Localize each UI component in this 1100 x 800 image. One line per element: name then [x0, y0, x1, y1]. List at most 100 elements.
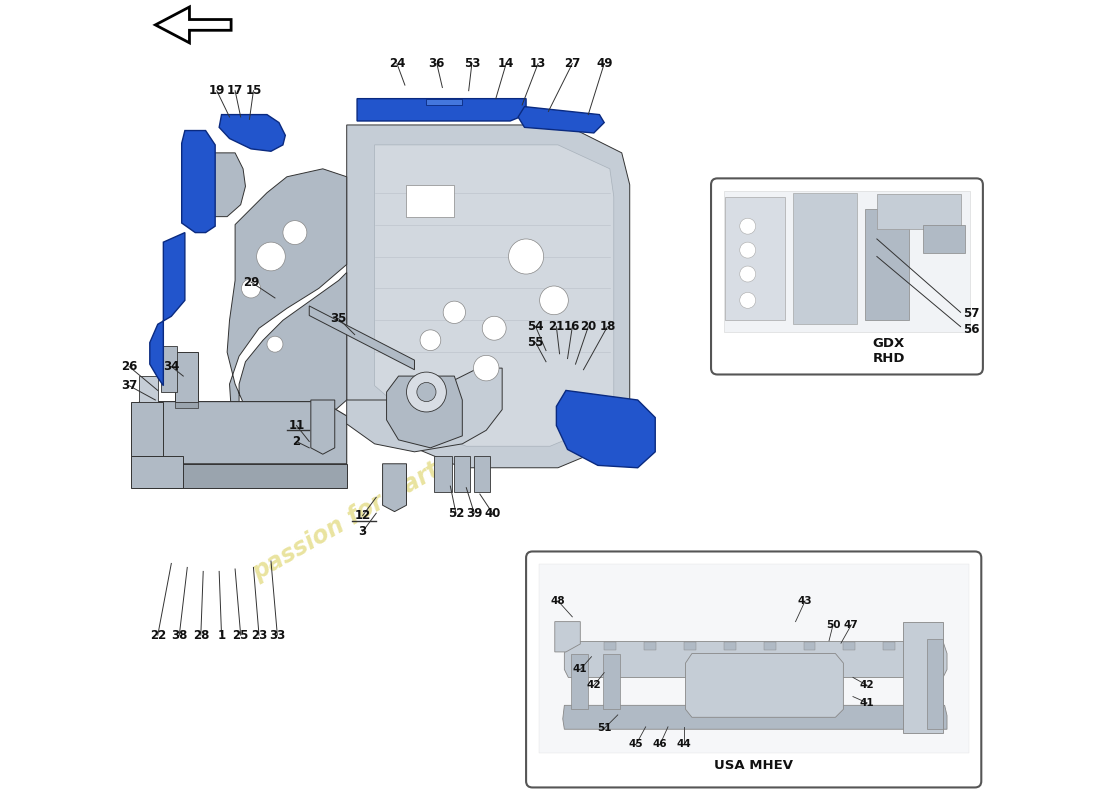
- Polygon shape: [150, 233, 185, 386]
- Text: 39: 39: [466, 506, 483, 520]
- Polygon shape: [383, 464, 407, 512]
- Text: 41: 41: [573, 665, 587, 674]
- Text: 14: 14: [498, 57, 515, 70]
- Polygon shape: [346, 125, 629, 468]
- Polygon shape: [724, 642, 736, 650]
- Text: 44: 44: [676, 739, 691, 750]
- Polygon shape: [474, 456, 491, 492]
- Circle shape: [443, 301, 465, 323]
- Polygon shape: [923, 225, 965, 253]
- Circle shape: [739, 242, 756, 258]
- Polygon shape: [724, 191, 970, 332]
- Polygon shape: [927, 639, 943, 730]
- Circle shape: [267, 336, 283, 352]
- Polygon shape: [175, 402, 198, 408]
- Polygon shape: [803, 642, 815, 650]
- Polygon shape: [865, 209, 909, 320]
- Text: 27: 27: [564, 57, 581, 70]
- Text: 18: 18: [600, 320, 616, 333]
- Polygon shape: [346, 368, 503, 452]
- Polygon shape: [375, 145, 614, 446]
- Polygon shape: [554, 622, 581, 652]
- Polygon shape: [140, 464, 346, 488]
- Polygon shape: [386, 376, 462, 448]
- Polygon shape: [311, 400, 334, 454]
- Polygon shape: [763, 642, 776, 650]
- Text: 26: 26: [121, 360, 138, 373]
- Circle shape: [739, 218, 756, 234]
- Text: 1: 1: [218, 629, 226, 642]
- Text: GDX
RHD: GDX RHD: [872, 337, 905, 365]
- Polygon shape: [132, 456, 184, 488]
- Circle shape: [482, 316, 506, 340]
- Circle shape: [407, 372, 447, 412]
- Text: 38: 38: [172, 629, 187, 642]
- Polygon shape: [877, 194, 960, 229]
- Text: 16: 16: [564, 320, 581, 333]
- Text: 13: 13: [530, 57, 547, 70]
- Polygon shape: [198, 153, 245, 217]
- Text: 48: 48: [551, 596, 565, 606]
- Circle shape: [508, 239, 543, 274]
- Text: 33: 33: [270, 629, 286, 642]
- Text: 56: 56: [962, 323, 979, 336]
- Polygon shape: [358, 98, 526, 121]
- Text: 23: 23: [251, 629, 267, 642]
- Circle shape: [256, 242, 285, 271]
- Polygon shape: [793, 193, 857, 324]
- Polygon shape: [140, 402, 346, 464]
- Polygon shape: [563, 706, 947, 730]
- Text: 28: 28: [192, 629, 209, 642]
- Polygon shape: [518, 106, 604, 133]
- Circle shape: [242, 279, 261, 298]
- Polygon shape: [725, 197, 785, 320]
- Text: 49: 49: [596, 57, 613, 70]
- Text: 47: 47: [844, 620, 859, 630]
- Polygon shape: [155, 7, 231, 43]
- Polygon shape: [161, 346, 177, 392]
- Polygon shape: [844, 642, 856, 650]
- Text: 17: 17: [227, 84, 243, 97]
- Circle shape: [417, 382, 436, 402]
- Polygon shape: [539, 564, 968, 753]
- Polygon shape: [434, 456, 452, 492]
- Polygon shape: [604, 642, 616, 650]
- FancyBboxPatch shape: [526, 551, 981, 787]
- Polygon shape: [564, 642, 947, 678]
- Text: 36: 36: [429, 57, 446, 70]
- Text: 45: 45: [629, 739, 644, 750]
- Polygon shape: [227, 169, 346, 430]
- Polygon shape: [883, 642, 895, 650]
- Polygon shape: [407, 185, 454, 217]
- FancyBboxPatch shape: [711, 178, 983, 374]
- Polygon shape: [175, 352, 198, 402]
- Polygon shape: [182, 130, 216, 233]
- Circle shape: [473, 355, 499, 381]
- Polygon shape: [557, 390, 656, 468]
- Text: 46: 46: [652, 739, 668, 750]
- Polygon shape: [684, 642, 696, 650]
- Text: 52: 52: [448, 506, 464, 520]
- Text: 37: 37: [121, 379, 138, 392]
- Text: 42: 42: [586, 681, 602, 690]
- Text: 42: 42: [860, 681, 875, 690]
- Text: 20: 20: [580, 320, 596, 333]
- Circle shape: [420, 330, 441, 350]
- Text: 12: 12: [354, 509, 371, 522]
- Circle shape: [283, 221, 307, 245]
- Text: 11: 11: [288, 419, 305, 432]
- Polygon shape: [427, 98, 462, 105]
- Text: 53: 53: [464, 57, 480, 70]
- Polygon shape: [132, 402, 163, 456]
- Text: 3: 3: [359, 525, 366, 538]
- Text: 15: 15: [245, 84, 262, 97]
- Text: 19: 19: [209, 84, 224, 97]
- Text: 24: 24: [388, 57, 405, 70]
- Circle shape: [739, 266, 756, 282]
- Polygon shape: [603, 654, 620, 710]
- Text: passion for parts since 1985: passion for parts since 1985: [249, 374, 588, 585]
- Polygon shape: [309, 306, 415, 370]
- Polygon shape: [903, 622, 943, 734]
- Circle shape: [540, 286, 569, 314]
- Polygon shape: [571, 654, 588, 710]
